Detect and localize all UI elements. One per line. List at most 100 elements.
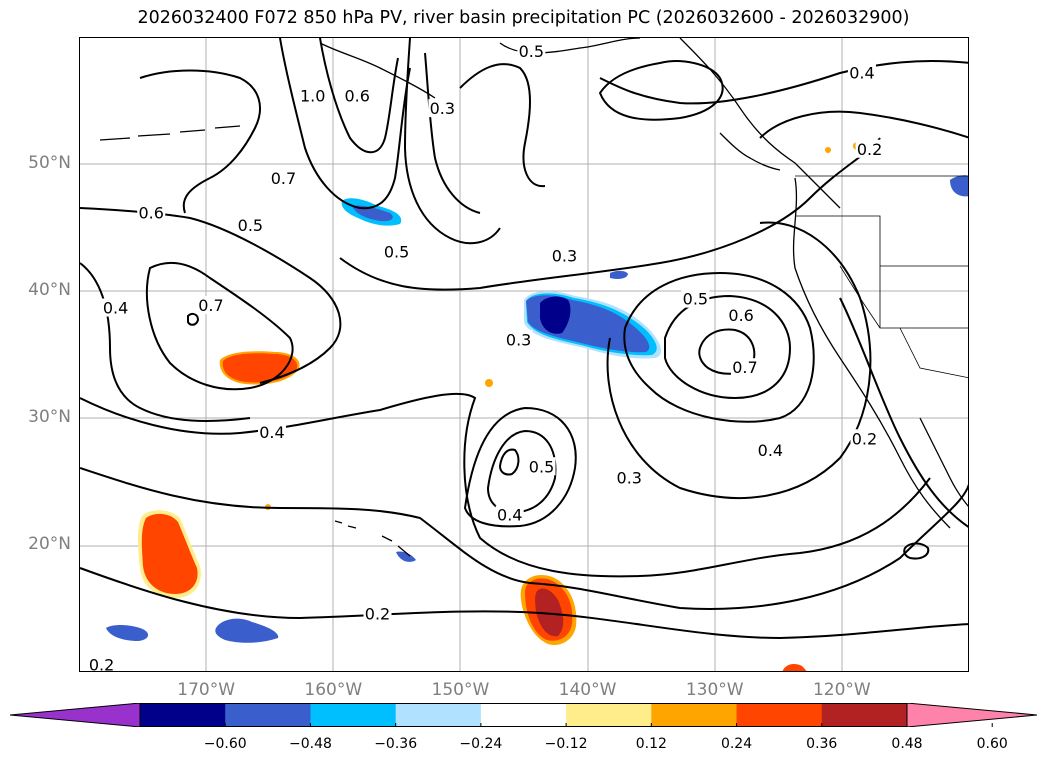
contour-label-background [101, 298, 130, 317]
contour-label-background [257, 422, 286, 441]
contour-label-background [855, 139, 884, 158]
contour-1.0 [319, 38, 399, 154]
contour-label: 0.5 [238, 216, 263, 235]
coastline-us-west [792, 177, 951, 529]
longitude-label: 120°W [812, 680, 871, 700]
colorbar-segment [821, 703, 908, 727]
precip-patch-blue-sw-a [215, 618, 279, 643]
colorbar-segment [310, 703, 397, 727]
colorbar-tick-label: −0.60 [203, 736, 247, 752]
contour-label: 0.3 [617, 469, 642, 488]
contour-label-background [343, 86, 372, 105]
contour-label: 0.3 [552, 246, 577, 265]
contour-label-background [363, 604, 392, 623]
latitude-label: 50°N [28, 153, 71, 173]
contour-label: 0.3 [506, 330, 531, 349]
contour-label: 1.0 [300, 86, 325, 105]
longitude-label: 150°W [431, 680, 490, 700]
colorbar-tick-label: −0.24 [459, 736, 503, 752]
contour-label-background [87, 655, 116, 671]
contour-label: 0.4 [849, 64, 874, 83]
contour-label-background [137, 203, 166, 222]
graticule [80, 38, 968, 671]
precip-patches [106, 142, 968, 671]
contour-small-ring-b [187, 312, 200, 326]
contour-label-background [269, 168, 298, 187]
colorbar-segment [651, 703, 738, 727]
contour-label-background [615, 468, 644, 487]
map-title: 2026032400 F072 850 hPa PV, river basin … [137, 8, 910, 28]
colorbar-tick-label: 0.24 [720, 736, 753, 752]
precip-patch-darkblue-core [540, 296, 571, 334]
colorbar-segment [395, 703, 482, 727]
colorbar-segment [225, 703, 311, 727]
precip-patch-blue-small-a [610, 270, 628, 279]
precip-patch-blue-sw-b [106, 625, 149, 641]
coastline-hawaii [334, 520, 411, 557]
contour-small-ring-a [903, 542, 930, 560]
contour-label: 0.2 [857, 140, 882, 159]
colorbar-tick-label: 0.48 [891, 736, 923, 752]
contour-label: 0.7 [732, 358, 757, 377]
colorbar-tick-label: −0.12 [544, 736, 588, 752]
latitude-label: 20°N [28, 534, 71, 554]
contour-label: 0.6 [728, 306, 753, 325]
contour-label-background [756, 440, 785, 459]
precip-patch-red-south-core [535, 588, 564, 637]
precip-patch-blue-hawaii [396, 551, 416, 562]
longitude-label: 160°W [304, 680, 363, 700]
precip-patch-red-bottom [782, 664, 807, 671]
contour-east-island-0.2 [839, 297, 968, 528]
colorbar-segment [480, 703, 567, 727]
contour-0.4-lower [80, 392, 931, 578]
colorbar [10, 703, 1037, 727]
contour-0.7-north [279, 38, 411, 210]
contour-label-background [504, 330, 533, 349]
colorbar-segment [140, 703, 226, 727]
contour-label: 0.5 [519, 42, 544, 61]
contour-label-background [298, 86, 327, 105]
political-borders [795, 175, 968, 379]
contour-label-background [382, 242, 411, 261]
coastline-canada-islands [719, 132, 781, 171]
contour-label: 0.2 [365, 605, 390, 624]
contour-0.3-south [80, 467, 968, 610]
colorbar-tick-label: 0.36 [806, 736, 838, 752]
colorbar-segment [566, 703, 652, 727]
contour-0.4-east [606, 221, 872, 499]
coastline-mexico [919, 417, 968, 507]
contour-label: 0.6 [344, 86, 369, 105]
contour-label: 0.2 [89, 655, 114, 672]
precip-patch-blue-north-core [352, 205, 393, 222]
contour-0.7-tiny [498, 448, 520, 476]
colorbar-tick-label: 0.12 [635, 736, 667, 752]
latitude-label: 30°N [28, 407, 71, 427]
contour-label: 0.2 [852, 429, 877, 448]
contour-label: 0.5 [384, 243, 409, 262]
contour-0.5-north [424, 52, 481, 214]
contour-label: 0.6 [138, 203, 163, 222]
contour-upper-loop-b [598, 60, 724, 121]
map-plot-area: 0.5 0.4 1.0 0.6 0.3 0.2 0.7 0.6 0.5 0.5 0.3 0.7 0.4 0… [79, 37, 969, 672]
contour-0.6-north [403, 38, 501, 245]
precip-dot-a [485, 379, 493, 387]
contour-label: 0.4 [259, 423, 284, 442]
contour-label-background [527, 457, 556, 476]
latitude-label: 40°N [28, 280, 71, 300]
contour-labels: 0.5 0.4 1.0 0.6 0.3 0.2 0.7 0.6 0.5 0.5 0.3 0.7 0.4 0… [87, 41, 884, 672]
contour-label-background [495, 505, 524, 524]
contour-label-background [847, 63, 876, 82]
contour-0.5-east [623, 271, 815, 423]
colorbar-extend-max [906, 703, 1037, 727]
precip-dot-c [825, 147, 831, 153]
map-svg: 0.5 0.4 1.0 0.6 0.3 0.2 0.7 0.6 0.5 0.5 0.3 0.7 0.4 0… [80, 38, 968, 672]
contour-upper-loop-a [139, 69, 261, 214]
border-states [795, 215, 968, 379]
contour-0.3-north [459, 63, 546, 188]
contour-label-background [517, 41, 546, 60]
contour-label-background [428, 99, 457, 118]
precip-patch-red-west-core [141, 513, 198, 594]
colorbar-tick-label: −0.36 [374, 736, 418, 752]
coastlines [99, 38, 968, 557]
contour-label: 0.5 [683, 290, 708, 309]
